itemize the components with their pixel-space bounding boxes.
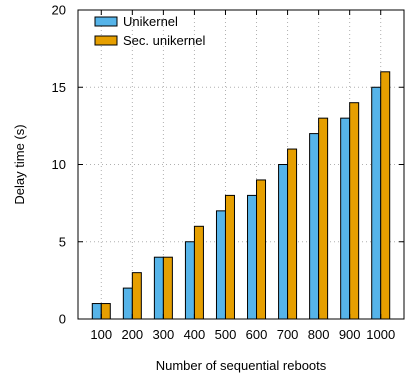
legend-label-sec-unikernel: Sec. unikernel: [123, 33, 205, 48]
x-tick-label: 400: [184, 327, 206, 342]
bar-unikernel-900: [340, 117, 351, 320]
y-tick-label: 15: [52, 80, 66, 95]
bar-sec-unikernel-600: [256, 179, 267, 320]
x-tick-label: 200: [121, 327, 143, 342]
x-axis-label: Number of sequential reboots: [156, 358, 327, 373]
bar-unikernel-800: [309, 133, 320, 320]
bar-sec-unikernel-400: [193, 225, 204, 320]
bar-unikernel-600: [247, 194, 258, 320]
y-axis-label: Delay time (s): [12, 124, 27, 204]
bar-unikernel-100: [91, 303, 102, 320]
legend-swatch-unikernel: [94, 16, 118, 27]
bar-unikernel-700: [278, 164, 289, 320]
x-tick-label: 900: [339, 327, 361, 342]
y-tick-label: 0: [59, 312, 66, 327]
bar-sec-unikernel-100: [100, 303, 111, 320]
bar-unikernel-200: [122, 287, 133, 320]
legend-label-unikernel: Unikernel: [123, 14, 178, 29]
bar-unikernel-500: [215, 210, 226, 320]
x-tick-label: 300: [153, 327, 175, 342]
bar-unikernel-400: [184, 241, 195, 320]
y-axis-ticks: 0 5 10 15 20: [52, 3, 404, 327]
bar-sec-unikernel-300: [162, 256, 173, 320]
x-tick-label: 600: [246, 327, 268, 342]
y-tick-label: 5: [59, 234, 66, 249]
bars-layer: [91, 71, 391, 320]
x-tick-label: 1000: [366, 327, 395, 342]
x-tick-label: 700: [277, 327, 299, 342]
x-tick-label: 800: [308, 327, 330, 342]
legend-swatch-sec-unikernel: [94, 35, 118, 46]
bar-unikernel-300: [153, 256, 164, 320]
legend: Unikernel Sec. unikernel: [94, 14, 205, 48]
bar-sec-unikernel-900: [349, 102, 360, 320]
bar-sec-unikernel-700: [287, 148, 298, 320]
y-tick-label: 20: [52, 3, 66, 18]
bar-unikernel-1000: [371, 86, 382, 320]
bar-sec-unikernel-800: [318, 117, 329, 320]
y-tick-label: 10: [52, 157, 66, 172]
bar-sec-unikernel-500: [224, 194, 235, 320]
x-tick-label: 100: [90, 327, 112, 342]
bar-sec-unikernel-200: [131, 272, 142, 320]
x-tick-label: 500: [215, 327, 237, 342]
bar-sec-unikernel-1000: [380, 71, 391, 320]
x-axis-ticks: 100 200 300 400 500 600 700 800 900 1000: [90, 10, 395, 342]
